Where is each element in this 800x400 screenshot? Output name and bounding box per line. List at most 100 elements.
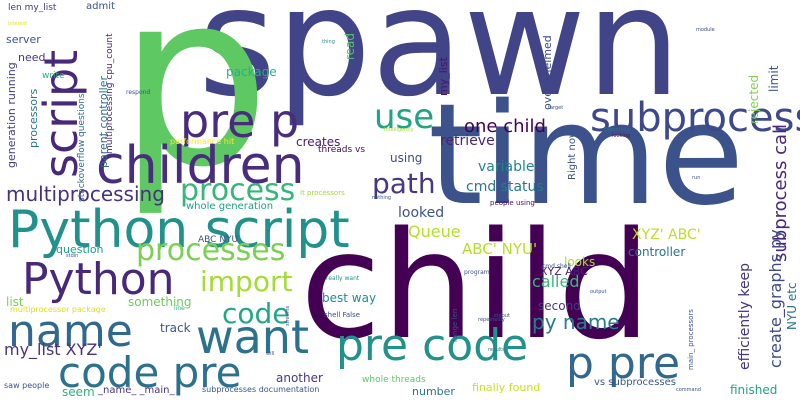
word-cmd-shell: cmd shell: [542, 263, 571, 270]
word-children: children: [96, 136, 305, 196]
word-using: using: [390, 151, 423, 165]
word-output: output: [590, 289, 607, 295]
word-people-using: people using: [490, 199, 535, 207]
word-server: server: [6, 33, 41, 46]
word-retrieve: retrieve: [440, 133, 495, 149]
word-looks: looks: [564, 255, 596, 269]
word-rejected: rejected: [747, 74, 761, 124]
word-best-way: best way: [322, 291, 377, 305]
word-looking: looking: [612, 133, 631, 139]
word-name-main: _name_ _main_: [98, 385, 175, 396]
word-one-child: one child: [464, 116, 546, 137]
word-range-len: range len: [451, 308, 459, 342]
word-admit: admit: [86, 1, 115, 12]
word-python-script: Python script: [8, 200, 350, 260]
word-number: number: [412, 385, 455, 398]
word-another: another: [276, 371, 323, 385]
word-stdin: stdin: [66, 253, 79, 259]
word-time: time: [428, 74, 745, 237]
word-read: read: [343, 32, 357, 60]
word-performance-hit: performance hit: [170, 137, 235, 146]
word-list: list: [6, 295, 24, 309]
word-write: write: [42, 71, 65, 81]
word-vs-subprocesses: vs subprocesses: [594, 377, 676, 388]
word-subprocesses-documentation: subprocesses documentation: [202, 385, 320, 394]
word-essentially: Essentially: [604, 127, 631, 133]
word-respond: respond: [126, 89, 151, 96]
word-child: child: [300, 200, 652, 372]
word-thing: thing: [322, 39, 335, 45]
word-processors: processors: [27, 88, 40, 148]
word-threads-vs: threads vs: [318, 145, 366, 155]
word-queue: Queue: [408, 222, 461, 241]
word-creates: creates: [296, 135, 341, 149]
word-looked: looked: [398, 205, 445, 221]
word-cpu-count: multiprocessing cpu_count: [105, 33, 115, 154]
word-nyu-etc: NYU etc: [785, 282, 799, 330]
word-it-processors: It processors: [300, 189, 345, 197]
word-processes: processes: [136, 233, 286, 268]
word-line: line: [174, 305, 185, 312]
word-abc-nyu-quoted: ABC' NYU': [462, 240, 538, 258]
word-overwhelmed: overwhelmed: [541, 35, 554, 110]
word-need: need: [18, 51, 46, 64]
word-right-now: Right now: [567, 129, 578, 180]
word-my-list: my_list: [437, 57, 450, 96]
word-subprocess: subprocess: [590, 95, 800, 141]
word-repeatedly: repeatedly: [478, 317, 505, 323]
word-xyz-abc-quoted: XYZ' ABC': [632, 227, 701, 243]
word-controller: controller: [628, 245, 686, 259]
word-variable: variable: [478, 159, 535, 175]
word-saw-people: saw people: [4, 381, 50, 390]
word-finished: finished: [730, 383, 778, 397]
word-py-name: py name: [532, 310, 620, 334]
word-process: process: [180, 173, 296, 208]
word-multiprocessor-package: multiprocessor package: [10, 305, 106, 314]
word-module: module: [696, 27, 715, 33]
word-finally-found: finally found: [472, 381, 541, 394]
word-program: program: [464, 269, 490, 276]
word-import: import: [200, 265, 293, 298]
word-whole-threads: whole threads: [362, 375, 426, 385]
word-target: target: [548, 105, 564, 111]
word-path: path: [372, 167, 436, 200]
word-second: second: [538, 299, 581, 313]
word-p-pre: p pre: [566, 338, 681, 389]
word-command: command: [676, 387, 701, 393]
word-generation-running: generation running: [5, 62, 18, 168]
word-spawn: spawn: [198, 0, 682, 130]
word-my-list-xyz: my_list XYZ': [4, 340, 102, 359]
word-name: name: [8, 306, 133, 357]
word-xyz-abc: XYZ ABC: [540, 265, 588, 278]
word-track: track: [160, 321, 191, 335]
word-interest: interest: [8, 21, 28, 27]
word-pre-p: pre p: [180, 94, 300, 148]
word-abc-nyu: ABC NYU: [198, 235, 239, 245]
word-limit: limit: [767, 65, 781, 92]
word-len-my-list: len my_list: [8, 3, 57, 13]
word-pre-code: pre code: [336, 320, 529, 371]
word-code-pre-left: code pre: [58, 348, 242, 397]
word-multiprocessing: multiprocessing: [6, 182, 165, 206]
word-cmd-status: cmd status: [466, 179, 544, 195]
word-p: p: [118, 0, 271, 220]
word-main-processors: main_ processors: [687, 309, 695, 370]
word-nothing: nothing: [372, 195, 392, 201]
word-python: Python: [22, 254, 175, 305]
word-want: want: [196, 310, 310, 364]
word-question: question: [56, 243, 104, 256]
word-stackoverflow: stackoverflow questions: [77, 93, 87, 202]
word-really-want: really want: [326, 275, 360, 282]
word-run: run: [692, 175, 701, 181]
word-use: use: [374, 97, 435, 137]
word-results: results: [488, 347, 505, 353]
word-stdout: stdout: [494, 313, 510, 319]
word-efficiently-keep: efficiently keep: [737, 262, 753, 370]
word-called: called: [532, 272, 580, 291]
word-seem: seem: [62, 385, 95, 399]
word-something: something: [128, 295, 192, 309]
word-create-graphs: create_graphs py: [766, 229, 785, 368]
word-code-mid: code: [222, 297, 290, 330]
word-whole-generation: whole generation: [186, 201, 274, 212]
